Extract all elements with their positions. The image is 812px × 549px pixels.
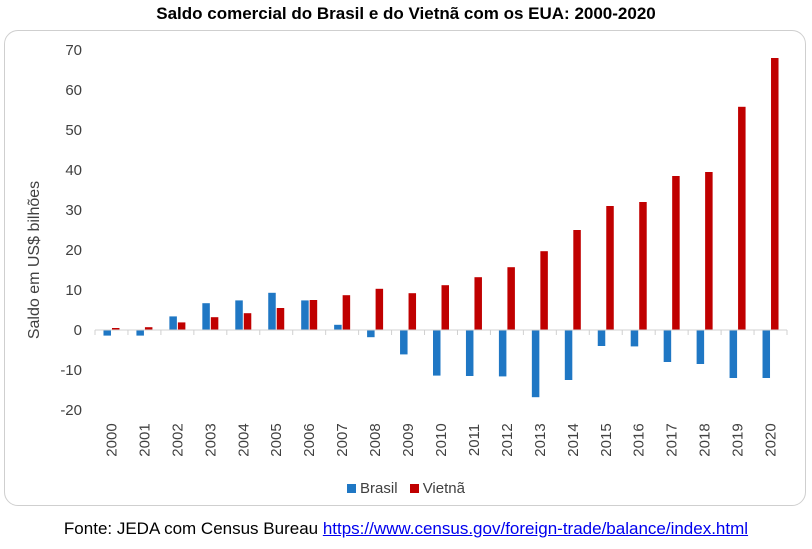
bar-brasil-2012 (498, 330, 507, 377)
bar-brasil-2014 (564, 330, 573, 380)
y-axis-label: Saldo em US$ bilhões (26, 181, 43, 339)
bar-brasil-2016 (630, 330, 639, 347)
legend-label-brasil: Brasil (360, 480, 398, 497)
chart-title: Saldo comercial do Brasil e do Vietnã co… (156, 4, 656, 23)
bar-vietn-2015 (606, 206, 614, 330)
y-tick-label: -10 (60, 362, 82, 379)
y-tick-label: 20 (65, 242, 82, 259)
y-tick-label: 40 (65, 162, 82, 179)
bar-brasil-2003 (202, 303, 210, 330)
bar-brasil-2015 (597, 330, 606, 346)
y-tick-label: 50 (65, 122, 82, 139)
bar-brasil-2010 (433, 330, 441, 376)
x-tick-label: 2005 (268, 423, 285, 456)
source-prefix: Fonte: JEDA com Census Bureau (63, 519, 323, 538)
y-tick-label: 60 (65, 82, 82, 99)
legend-swatch-vietna (409, 484, 419, 493)
bar-brasil-2007 (334, 324, 342, 330)
x-tick-label: 2010 (433, 423, 450, 456)
bar-vietn-2014 (573, 230, 581, 330)
bar-vietn-2008 (375, 288, 384, 330)
bar-brasil-2002 (169, 316, 177, 330)
bar-vietn-2009 (408, 293, 417, 330)
bar-brasil-2008 (367, 330, 375, 338)
bar-brasil-2011 (465, 330, 474, 376)
x-tick-label: 2006 (301, 423, 318, 456)
x-tick-label: 2014 (565, 423, 582, 456)
x-tick-label: 2015 (598, 423, 615, 456)
bar-vietn-2000 (111, 328, 120, 330)
y-tick-label: 70 (65, 42, 82, 59)
bar-brasil-2004 (235, 300, 243, 330)
x-tick-label: 2013 (532, 423, 549, 456)
bar-brasil-2020 (762, 330, 771, 378)
legend: Brasil Vietnã (0, 480, 812, 497)
bar-brasil-2009 (400, 330, 408, 355)
x-tick-label: 2001 (136, 423, 153, 456)
bar-vietn-2003 (210, 317, 219, 330)
bar-vietn-2013 (540, 251, 548, 330)
x-tick-label: 2018 (697, 423, 714, 456)
bar-vietn-2011 (474, 277, 482, 330)
x-tick-label: 2002 (169, 423, 186, 456)
y-tick-label: 10 (65, 282, 82, 299)
bar-vietn-2019 (738, 106, 746, 330)
bar-brasil-2000 (103, 330, 111, 336)
bars (103, 58, 779, 398)
bar-vietn-2001 (144, 327, 153, 330)
x-axis: 2000 2001 2002 2003 2004 2005 2006 2007 2008 2009… (94, 329, 788, 457)
bar-vietn-2007 (342, 295, 351, 330)
y-tick-label: 30 (65, 202, 82, 219)
x-tick-label: 2007 (334, 423, 351, 456)
x-tick-label: 2000 (103, 423, 120, 456)
bar-vietn-2004 (243, 313, 252, 330)
bar-vietn-2002 (177, 322, 186, 330)
bar-brasil-2013 (531, 330, 540, 398)
source-link[interactable]: https://www.census.gov/foreign-trade/bal… (322, 519, 749, 538)
x-tick-label: 2011 (466, 424, 483, 456)
legend-item-brasil: Brasil (347, 480, 398, 497)
y-tick-label: -20 (60, 402, 82, 419)
bar-vietn-2005 (276, 308, 285, 330)
bar-vietn-2010 (441, 285, 449, 330)
bar-vietn-2017 (672, 176, 680, 330)
bar-brasil-2005 (268, 292, 276, 330)
bar-vietn-2020 (771, 58, 779, 330)
x-tick-label: 2016 (631, 423, 648, 456)
x-tick-label: 2017 (664, 423, 681, 456)
bar-brasil-2001 (136, 330, 144, 336)
x-tick-label: 2004 (235, 423, 252, 456)
bar-brasil-2006 (301, 300, 309, 330)
x-tick-label: 2009 (400, 423, 417, 456)
x-tick-label: 2012 (499, 423, 516, 456)
x-tick-label: 2008 (367, 423, 384, 456)
y-axis-ticks: -20 -10 0 10 20 30 40 50 60 70 (60, 42, 82, 419)
x-tick-label: 2003 (202, 423, 219, 456)
bar-brasil-2017 (663, 330, 672, 362)
bar-vietn-2018 (705, 172, 713, 330)
bar-brasil-2019 (729, 330, 738, 378)
y-tick-label: 0 (74, 322, 82, 339)
bar-vietn-2012 (507, 267, 515, 330)
legend-item-vietna: Vietnã (409, 480, 465, 497)
legend-label-vietna: Vietnã (422, 480, 465, 497)
source-note: Fonte: JEDA com Census Bureau https://ww… (0, 519, 812, 539)
bar-vietn-2006 (309, 300, 318, 330)
x-tick-label: 2020 (763, 423, 780, 456)
legend-swatch-brasil (347, 484, 357, 493)
x-tick-label: 2019 (730, 423, 747, 456)
bar-vietn-2016 (639, 202, 647, 330)
bar-brasil-2018 (696, 330, 705, 364)
